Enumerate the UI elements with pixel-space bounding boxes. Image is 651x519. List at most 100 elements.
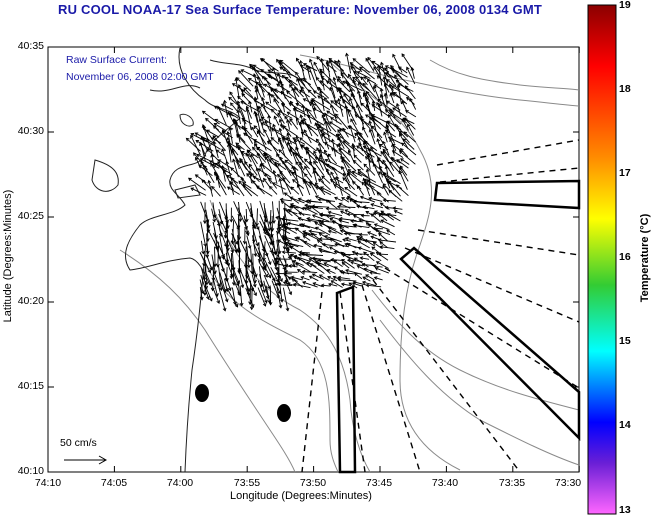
current-vector [401, 118, 409, 131]
current-vector-head [274, 161, 279, 166]
current-vector [407, 124, 415, 136]
current-vector [280, 91, 291, 104]
current-vector-head [401, 118, 406, 123]
current-vector [219, 272, 226, 293]
current-vector-head [301, 104, 306, 109]
current-vector-head [253, 96, 258, 101]
current-vector-head [314, 156, 319, 161]
current-vector-head [290, 186, 295, 191]
current-vector-head [304, 203, 308, 208]
y-tick-label: 40:30 [17, 125, 44, 137]
current-vector [363, 163, 376, 176]
current-vector-head [269, 233, 274, 238]
current-vector [370, 203, 384, 209]
current-vector-head [356, 236, 360, 240]
current-vector-head [231, 147, 235, 152]
current-vector [365, 58, 375, 72]
current-vector-head [295, 146, 299, 151]
current-vector-head [319, 70, 324, 74]
current-vector [244, 279, 250, 296]
current-vector-head [375, 251, 380, 256]
current-vector [260, 58, 279, 72]
current-vector-head [277, 136, 282, 141]
current-vector-head [315, 226, 319, 231]
current-vector-head [295, 117, 300, 121]
current-vector [216, 177, 227, 196]
current-vector-head [334, 196, 338, 201]
current-vector-head [365, 90, 370, 95]
current-vector-head [308, 229, 313, 234]
current-vector-head [367, 231, 371, 235]
current-vector-head [226, 186, 231, 191]
current-vector [256, 152, 265, 170]
current-vector-head [292, 282, 297, 287]
current-vector [312, 257, 324, 260]
current-vector [363, 251, 375, 262]
current-vector [353, 154, 362, 163]
current-vector-head [282, 176, 286, 181]
current-vector [345, 105, 349, 124]
current-vector-head [391, 69, 396, 74]
current-vector [362, 276, 371, 282]
current-vector [319, 238, 337, 241]
current-vector-head [253, 143, 258, 147]
current-vector-head [214, 171, 218, 176]
current-vector-head [379, 245, 384, 249]
current-vector [312, 205, 330, 208]
current-vector-head [368, 120, 373, 125]
current-vector-head [325, 163, 330, 168]
current-vector-head [256, 152, 261, 156]
current-vector-head [382, 76, 387, 80]
current-vector-head [248, 100, 252, 105]
current-vector-head [259, 58, 264, 62]
current-vector [257, 106, 265, 124]
current-vector-head [344, 236, 349, 241]
current-vector-head [328, 282, 332, 287]
current-vector-head [318, 178, 322, 183]
current-vector-head [267, 285, 271, 290]
current-vector [354, 272, 363, 280]
current-vector [235, 142, 245, 151]
current-vector-head [234, 248, 238, 253]
current-vector-head [337, 133, 341, 138]
y-tick-label: 40:20 [17, 295, 44, 307]
current-vector-head [299, 59, 303, 64]
current-vector [406, 67, 416, 85]
current-vector-head [302, 63, 307, 67]
current-vector-head [350, 260, 354, 265]
current-vector [284, 273, 290, 286]
current-vector [282, 75, 293, 86]
current-vector [287, 111, 297, 119]
current-vector-head [347, 149, 352, 154]
current-vector-head [288, 209, 292, 213]
current-vector [324, 235, 342, 243]
current-vector [258, 106, 265, 119]
current-vector-head [384, 129, 389, 134]
current-vector-head [227, 287, 232, 292]
current-vector [380, 94, 388, 112]
current-vector [339, 218, 357, 222]
current-vector-head [236, 100, 241, 105]
current-vector-head [289, 84, 293, 88]
current-vector [380, 151, 389, 163]
colorbar-tick-label: 14 [619, 419, 631, 431]
current-vector [272, 67, 280, 86]
current-vector [348, 74, 356, 86]
current-vector-head [389, 161, 393, 166]
current-vector-head [286, 119, 290, 123]
current-vector-head [303, 129, 308, 134]
current-vector-head [319, 154, 323, 159]
current-vector-head [367, 147, 372, 152]
current-vector-head [401, 53, 405, 58]
current-vector-head [389, 108, 393, 112]
current-vector-head [303, 158, 308, 163]
current-vector-head [380, 61, 384, 66]
current-vector [252, 227, 259, 246]
current-vector [386, 229, 396, 236]
colorbar-tick-label: 19 [619, 0, 631, 11]
current-vector-head [356, 185, 361, 189]
current-vector-head [268, 139, 272, 143]
current-vector-head [297, 257, 302, 261]
current-vector [380, 62, 388, 84]
current-vector [205, 209, 210, 228]
